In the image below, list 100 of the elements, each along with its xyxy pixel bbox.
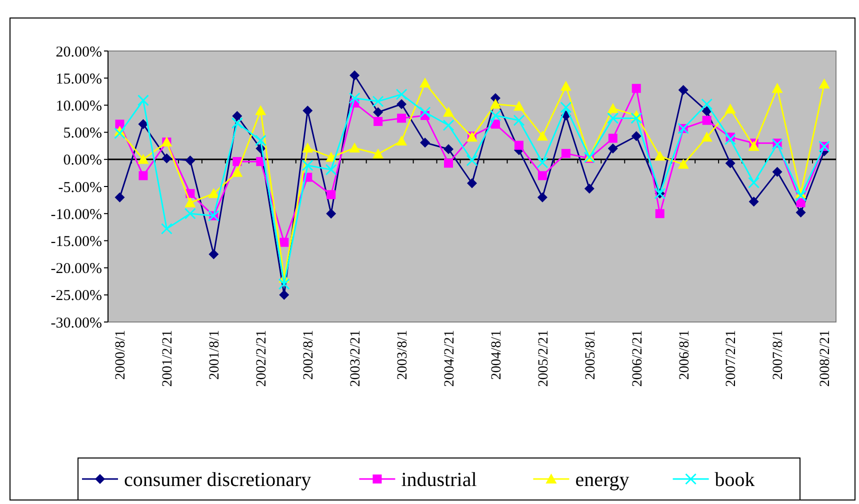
x-tick-label: 2000/8/1 <box>114 330 129 380</box>
point <box>701 132 712 142</box>
point <box>514 140 524 150</box>
point <box>396 88 408 100</box>
point <box>302 142 314 153</box>
x-tick-label: 2002/8/1 <box>302 330 317 380</box>
point <box>608 134 618 143</box>
y-tick-label: 15.00% <box>56 71 102 88</box>
point <box>490 98 501 109</box>
point <box>748 196 759 207</box>
point <box>796 208 806 218</box>
x-tick-label: 2001/2/21 <box>160 330 176 387</box>
point <box>538 171 547 180</box>
point <box>137 94 149 106</box>
point <box>772 166 782 177</box>
point <box>724 134 736 146</box>
x-tick-label: 2005/2/21 <box>536 330 552 387</box>
point <box>702 106 712 116</box>
y-tick-label: 5.00% <box>63 126 102 142</box>
point <box>678 158 689 169</box>
point <box>444 158 454 168</box>
point <box>631 131 642 142</box>
point <box>654 150 666 161</box>
point <box>490 110 502 122</box>
point <box>632 84 641 93</box>
point <box>162 153 172 164</box>
point <box>278 278 290 290</box>
point <box>325 164 337 176</box>
point <box>796 198 806 208</box>
point <box>232 111 242 122</box>
point <box>372 96 384 108</box>
point <box>724 103 736 114</box>
point <box>254 134 266 146</box>
point <box>208 249 219 260</box>
point <box>560 102 572 114</box>
y-tick-label: -10.00% <box>50 206 102 223</box>
y-tick-label: -15.00% <box>50 234 102 250</box>
x-tick-label: 2007/2/21 <box>724 330 740 387</box>
point <box>420 77 431 88</box>
point <box>232 166 243 177</box>
legend-label: consumer discretionary <box>124 469 312 491</box>
point <box>232 157 242 166</box>
point <box>350 70 360 80</box>
point <box>397 114 406 123</box>
point <box>607 102 618 113</box>
x-tick-label: 2006/2/21 <box>630 330 646 387</box>
point <box>185 155 196 166</box>
point <box>702 116 712 125</box>
point <box>396 135 408 146</box>
point <box>725 158 736 168</box>
point <box>396 99 407 110</box>
point <box>795 190 807 202</box>
point <box>513 100 524 111</box>
point <box>279 290 290 300</box>
point <box>138 119 148 130</box>
point <box>584 184 594 194</box>
point <box>184 197 196 208</box>
point <box>255 105 266 116</box>
x-tick-label: 2002/2/21 <box>254 330 270 387</box>
point <box>208 188 220 198</box>
point <box>655 209 664 218</box>
point <box>536 156 548 168</box>
point <box>537 192 548 202</box>
point <box>372 148 384 158</box>
point <box>138 154 149 164</box>
point <box>184 208 196 220</box>
point <box>513 114 525 126</box>
point <box>326 208 336 219</box>
y-tick-label: 0.00% <box>63 152 102 169</box>
x-tick-label: 2006/8/1 <box>677 330 692 380</box>
legend-label: book <box>714 469 755 491</box>
point <box>748 176 760 188</box>
x-tick-label: 2008/2/21 <box>818 330 834 387</box>
point <box>772 82 783 93</box>
x-tick-label: 2005/8/1 <box>583 330 598 380</box>
point <box>701 98 713 110</box>
point <box>420 138 430 148</box>
point <box>748 140 760 151</box>
y-tick-label: 10.00% <box>56 98 102 114</box>
point <box>302 106 313 116</box>
point <box>348 92 360 104</box>
point <box>466 154 478 166</box>
point <box>302 160 314 172</box>
x-tick-label: 2007/8/1 <box>771 330 786 380</box>
point <box>160 223 172 235</box>
point <box>114 192 125 202</box>
point <box>349 142 360 153</box>
y-tick-label: -25.00% <box>50 288 102 304</box>
point <box>560 80 572 91</box>
point <box>373 107 384 118</box>
point <box>536 130 548 141</box>
point <box>608 144 618 154</box>
point <box>231 117 243 129</box>
point <box>630 112 642 124</box>
y-tick-label: 20.00% <box>56 44 102 60</box>
point <box>326 190 336 200</box>
y-tick-label: -30.00% <box>50 315 102 332</box>
x-tick-label: 2001/8/1 <box>208 330 223 380</box>
x-tick-label: 2003/8/1 <box>395 330 410 380</box>
point <box>442 120 454 132</box>
